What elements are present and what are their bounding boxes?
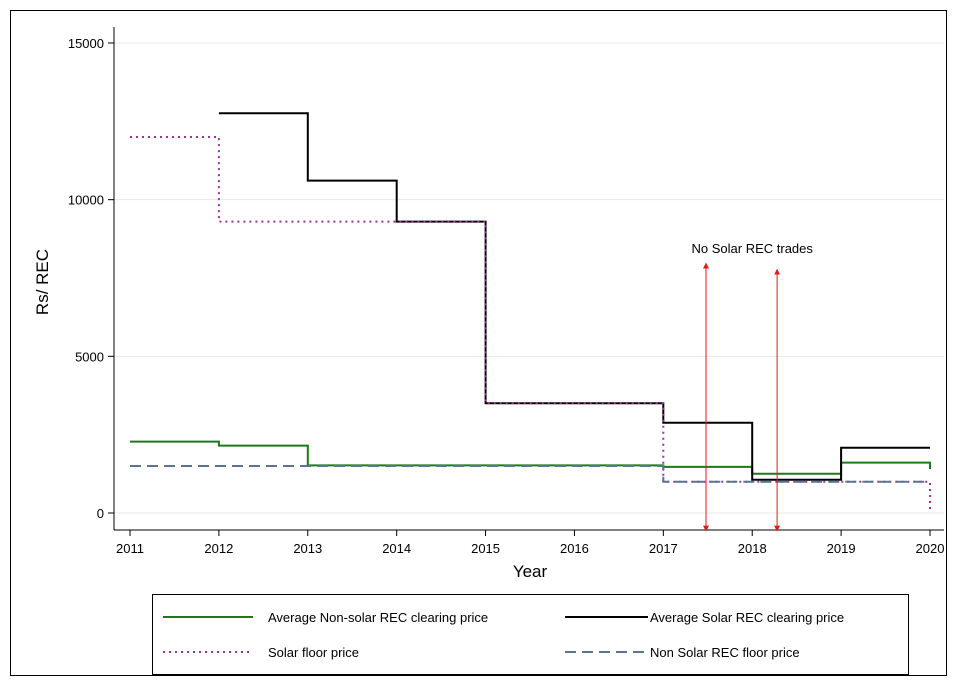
y-tick-label: 0	[97, 506, 104, 521]
y-tick-label: 10000	[68, 193, 104, 208]
plot-background	[114, 27, 944, 530]
series-line-4	[130, 465, 930, 483]
x-tick-label: 2011	[116, 541, 144, 556]
annotation-label: No Solar REC trades	[692, 241, 814, 256]
x-axis-ticks: 2011 2012 2013 2014 2015 2016 2017 2018 2019 2020	[116, 530, 944, 556]
y-axis-ticks: 0 5000 10000 15000	[68, 36, 114, 521]
legend-label-2: Average Solar REC clearing price	[650, 610, 844, 625]
x-tick-label: 2013	[293, 541, 322, 556]
x-tick-label: 2012	[204, 541, 233, 556]
grid-lines	[114, 42, 944, 514]
series-line-2	[218, 112, 930, 481]
legend-label-3: Solar floor price	[268, 645, 359, 660]
legend-label-1: Average Non-solar REC clearing price	[268, 610, 488, 625]
legend: Average Non-solar REC clearing price Aver…	[163, 610, 844, 660]
y-tick-label: 5000	[75, 349, 104, 364]
x-tick-label: 2016	[560, 541, 589, 556]
y-tick-label: 15000	[68, 36, 104, 51]
x-tick-label: 2020	[916, 541, 945, 556]
x-tick-label: 2018	[738, 541, 767, 556]
series-lines	[130, 112, 931, 513]
annotations: No Solar REC trades	[692, 241, 814, 532]
legend-box	[152, 594, 909, 675]
x-tick-label: 2014	[382, 541, 411, 556]
x-tick-label: 2019	[827, 541, 856, 556]
x-tick-label: 2017	[649, 541, 678, 556]
x-axis-label: Year	[513, 562, 548, 581]
legend-label-4: Non Solar REC floor price	[650, 645, 800, 660]
y-axis-label: Rs/ REC	[33, 249, 52, 315]
x-tick-label: 2015	[471, 541, 500, 556]
